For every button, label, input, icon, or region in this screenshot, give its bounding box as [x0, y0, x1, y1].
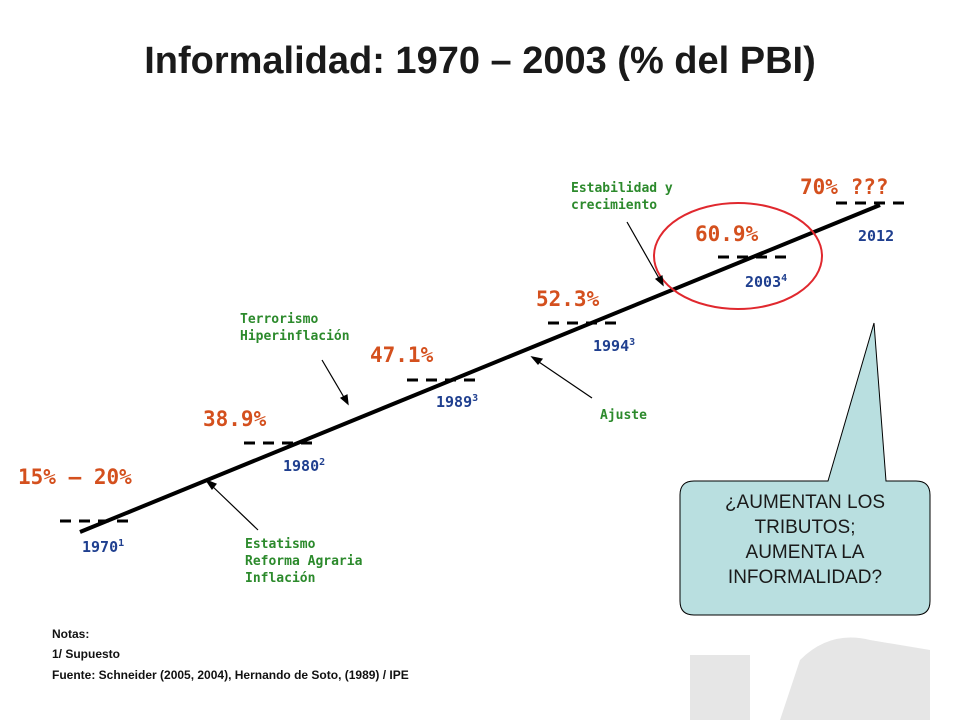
- trend-line: [79, 203, 881, 534]
- arrow-ajuste-head: [530, 356, 544, 365]
- callout-bubble: [679, 322, 931, 616]
- annotation-ajuste: Ajuste: [600, 408, 647, 423]
- arrow-estatismo-head: [204, 478, 217, 491]
- year-label-1989: 19893: [436, 393, 479, 411]
- slide-title: Informalidad: 1970 – 2003 (% del PBI): [144, 40, 816, 82]
- annotation-estatismo: Estatismo Reforma Agraria Inflación: [245, 537, 363, 586]
- callout-text: ¿AUMENTAN LOS TRIBUTOS; AUMENTA LA INFOR…: [724, 492, 886, 588]
- year-label-2012: 2012: [858, 227, 895, 245]
- value-label-1989: 47.1%: [370, 343, 434, 367]
- arrow-terrorismo-head: [339, 394, 349, 406]
- footer-notes-label: Notas:: [52, 627, 90, 641]
- footer-source: Fuente: Schneider (2005, 2004), Hernando…: [52, 668, 409, 682]
- value-label-1994: 52.3%: [536, 287, 600, 311]
- value-label-2012: 70% ???: [800, 175, 889, 199]
- point-dashes: [60, 201, 904, 523]
- arrow-estabilidad-head: [654, 275, 664, 287]
- annotation-terrorismo: Terrorismo Hiperinflación: [240, 312, 350, 344]
- arrow-estabilidad: [626, 221, 661, 281]
- highlight-circle-2003: [653, 202, 823, 310]
- value-label-1970: 15% – 20%: [18, 465, 132, 489]
- year-label-1994: 19943: [593, 337, 636, 355]
- arrow-ajuste: [535, 359, 593, 399]
- arrow-terrorismo: [321, 359, 346, 400]
- year-label-1970: 19701: [82, 538, 125, 556]
- value-label-2003: 60.9%: [695, 222, 759, 246]
- logo-watermark: [690, 637, 930, 720]
- annotation-estabilidad: Estabilidad y crecimiento: [571, 181, 673, 213]
- year-label-2003: 20034: [745, 273, 788, 291]
- arrow-estatismo: [209, 483, 259, 531]
- year-label-1980: 19802: [283, 457, 326, 475]
- footer-note-1: 1/ Supuesto: [52, 647, 121, 661]
- value-label-1980: 38.9%: [203, 407, 267, 431]
- annotation-arrows: [204, 221, 664, 531]
